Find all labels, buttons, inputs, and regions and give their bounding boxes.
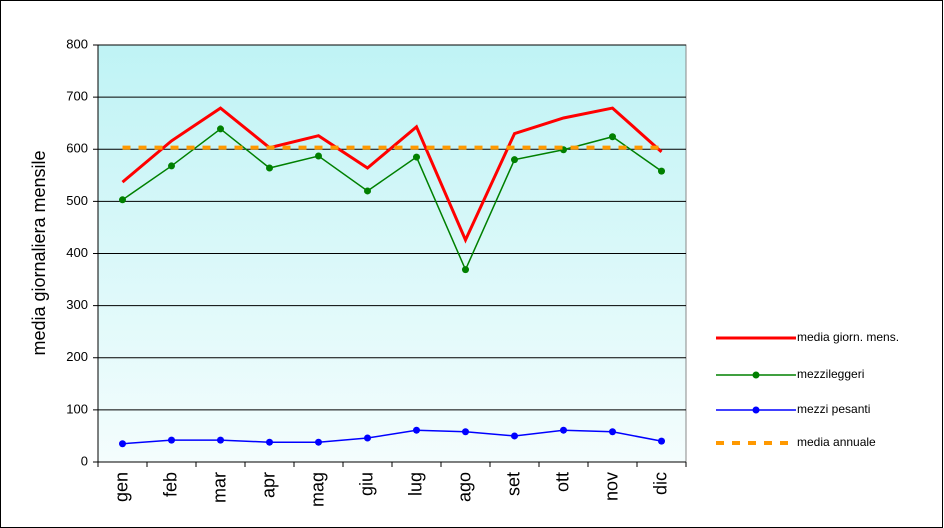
point: [266, 164, 273, 172]
point: [119, 196, 126, 204]
y-axis-title: media giornaliera mensile: [29, 150, 49, 355]
y-tick-label: 500: [66, 193, 88, 208]
point: [462, 428, 469, 436]
point: [511, 156, 518, 164]
y-tick-label: 600: [66, 141, 88, 156]
x-tick-label: mar: [209, 472, 229, 503]
point: [609, 428, 616, 436]
point: [413, 426, 420, 434]
point: [658, 167, 665, 175]
x-tick-label: ago: [454, 472, 474, 502]
point: [609, 133, 616, 141]
x-tick-label: feb: [160, 472, 180, 497]
x-tick-label: set: [503, 472, 523, 496]
series-line: [122, 429, 662, 445]
point: [658, 437, 665, 445]
point: [560, 426, 567, 434]
point: [168, 436, 175, 444]
y-tick-label: 400: [66, 245, 88, 260]
point: [315, 438, 322, 446]
x-tick-label: apr: [258, 472, 278, 498]
legend-label: media annuale: [797, 435, 876, 449]
y-tick-label: 800: [66, 36, 88, 51]
point: [266, 438, 273, 446]
y-tick-label: 300: [66, 297, 88, 312]
point: [364, 187, 371, 195]
y-tick-label: 200: [66, 349, 88, 364]
point: [315, 152, 322, 160]
y-tick-label: 0: [81, 453, 88, 468]
series-line: [121, 106, 663, 244]
point: [462, 266, 469, 274]
point: [168, 162, 175, 170]
legend-label: media giorn. mens.: [797, 330, 899, 344]
y-tick-label: 100: [66, 401, 88, 416]
point: [511, 432, 518, 440]
point: [217, 125, 224, 133]
legend-marker: [752, 371, 760, 379]
x-tick-label: giu: [356, 472, 376, 496]
x-tick-label: lug: [405, 472, 425, 496]
legend-marker: [752, 406, 760, 414]
point: [364, 434, 371, 442]
point: [119, 440, 126, 448]
y-tick-label: 700: [66, 89, 88, 104]
legend-label: mezzi pesanti: [797, 402, 870, 416]
point: [217, 436, 224, 444]
legend-label: mezzileggeri: [797, 367, 864, 381]
x-tick-label: ott: [552, 472, 572, 492]
x-tick-label: dic: [650, 472, 670, 495]
point: [413, 153, 420, 161]
x-tick-label: gen: [111, 472, 131, 502]
x-tick-label: nov: [601, 472, 621, 501]
x-tick-label: mag: [307, 472, 327, 507]
